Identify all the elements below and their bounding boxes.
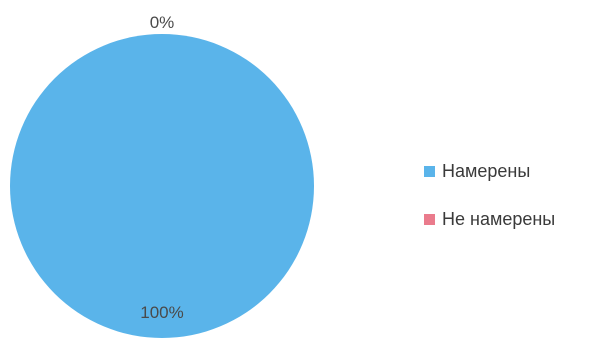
data-label-intending: 100%: [140, 303, 183, 322]
data-label-not-intending: 0%: [150, 13, 175, 32]
legend-swatch-intending: [424, 165, 435, 177]
legend-label-not-intending: Не намерены: [442, 208, 556, 229]
legend-item-not-intending: Не намерены: [424, 206, 555, 232]
legend-label-intending: Намерены: [442, 160, 531, 181]
legend-swatch-not-intending: [424, 213, 435, 225]
legend: Намерены Не намерены: [424, 158, 555, 254]
pie-slice-intending: [10, 34, 314, 338]
pie-slices: [10, 34, 314, 338]
legend-item-intending: Намерены: [424, 158, 555, 184]
